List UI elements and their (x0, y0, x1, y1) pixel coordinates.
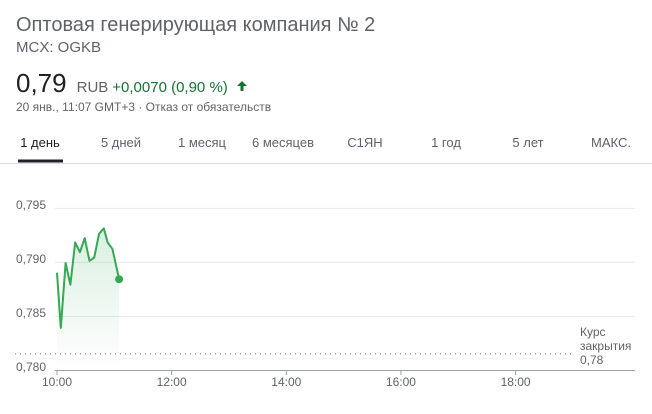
ticker: MCX: OGKB (16, 39, 102, 56)
x-tick-label: 18:00 (501, 375, 531, 389)
range-tab[interactable]: 1 день (20, 135, 60, 150)
x-tick-label: 14:00 (271, 375, 301, 389)
range-tab[interactable]: 5 лет (512, 135, 544, 150)
previous-close-label: Курс закрытия (580, 325, 632, 353)
y-tick-label: 0,790 (16, 252, 46, 266)
y-tick-label: 0,780 (16, 360, 46, 374)
title: Оптовая генерирующая компания № 2 (16, 14, 376, 36)
range-tab[interactable]: 1 месяц (178, 135, 226, 150)
change: +0,0070 (0,90 %) (112, 79, 228, 96)
range-tab[interactable]: 5 дней (100, 135, 142, 150)
price-line (56, 227, 121, 329)
currency: RUB (76, 79, 109, 96)
range-tab[interactable]: 1 год (431, 135, 461, 150)
up-arrow (236, 81, 247, 91)
price-row: 0,79 RUB +0,0070 (0,90 %) (16, 68, 248, 99)
range-tab[interactable]: МАКС. (591, 135, 631, 150)
range-tab[interactable]: 6 месяцев (252, 135, 314, 150)
y-tick-label: 0,785 (16, 306, 46, 320)
x-tick-label: 12:00 (157, 375, 187, 389)
x-tick-label: 10:00 (42, 375, 72, 389)
previous-close-value: 0,78 (580, 353, 604, 367)
range-tab[interactable]: С1ЯН (347, 135, 383, 150)
x-tick-label: 16:00 (386, 375, 416, 389)
previous-close: Курс закрытия 0,78 (580, 325, 640, 367)
timestamp: 20 янв., 11:07 GMT+3 · Отказ от обязател… (16, 100, 272, 114)
price: 0,79 (16, 68, 67, 98)
y-tick-label: 0,795 (16, 198, 46, 212)
last-point (115, 275, 124, 284)
area (57, 228, 120, 370)
